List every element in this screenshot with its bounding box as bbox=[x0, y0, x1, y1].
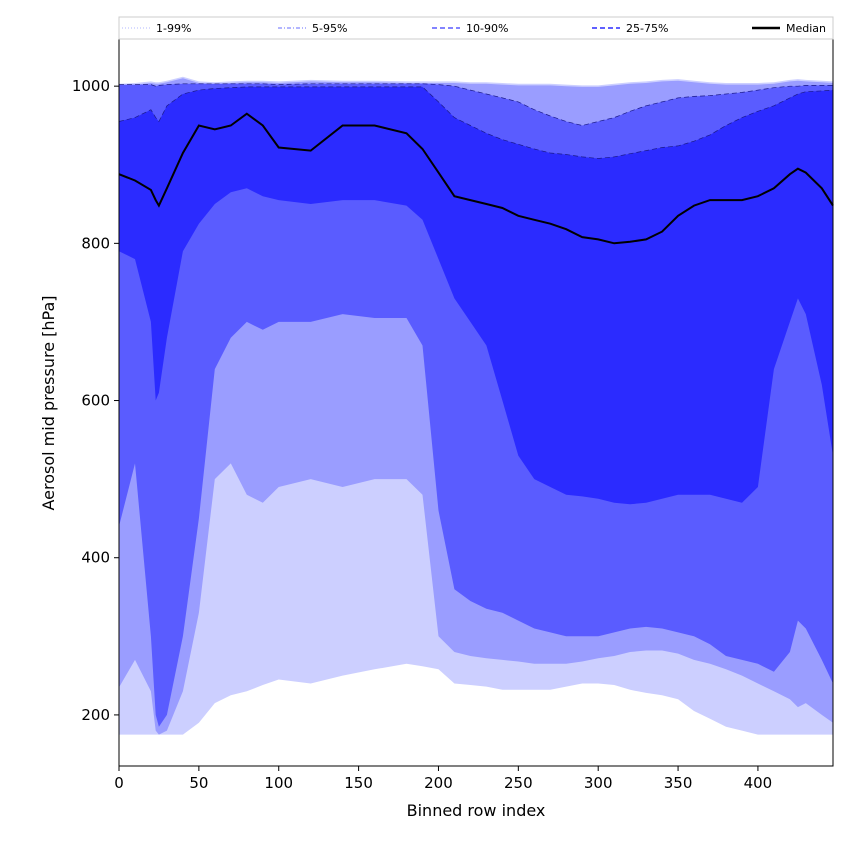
x-tick-label: 50 bbox=[189, 774, 208, 792]
y-axis: 200 400 600 800 1000 bbox=[72, 77, 119, 724]
legend-box bbox=[118, 16, 834, 40]
band-25-75 bbox=[119, 86, 833, 505]
y-tick-label: 600 bbox=[81, 392, 110, 410]
y-tick-label: 800 bbox=[81, 234, 110, 252]
legend-label: 10-90% bbox=[466, 22, 508, 35]
x-axis: 0 50 100 150 200 250 300 350 400 bbox=[114, 766, 772, 792]
x-tick-label: 400 bbox=[744, 774, 773, 792]
band-25-75-upper-edge bbox=[118, 86, 834, 159]
legend-label: 5-95% bbox=[312, 22, 347, 35]
plot-area bbox=[118, 76, 834, 735]
x-tick-label: 0 bbox=[114, 774, 124, 792]
y-tick-label: 400 bbox=[81, 549, 110, 567]
x-tick-label: 300 bbox=[584, 774, 613, 792]
median-line bbox=[118, 112, 834, 245]
legend-label: Median bbox=[786, 22, 826, 35]
x-tick-label: 100 bbox=[264, 774, 293, 792]
y-tick-label: 200 bbox=[81, 706, 110, 724]
legend-label: 25-75% bbox=[626, 22, 668, 35]
legend: 1-99% 5-95% 10-90% 25-75% Median bbox=[118, 16, 834, 40]
legend-label: 1-99% bbox=[156, 22, 191, 35]
x-tick-label: 350 bbox=[664, 774, 693, 792]
y-tick-label: 1000 bbox=[72, 77, 110, 95]
x-tick-label: 150 bbox=[344, 774, 373, 792]
x-axis-label: Binned row index bbox=[407, 801, 546, 820]
x-tick-label: 200 bbox=[424, 774, 453, 792]
x-tick-label: 250 bbox=[504, 774, 533, 792]
y-axis-label: Aerosol mid pressure [hPa] bbox=[39, 295, 58, 510]
band-10-90-upper-edge bbox=[119, 83, 833, 126]
